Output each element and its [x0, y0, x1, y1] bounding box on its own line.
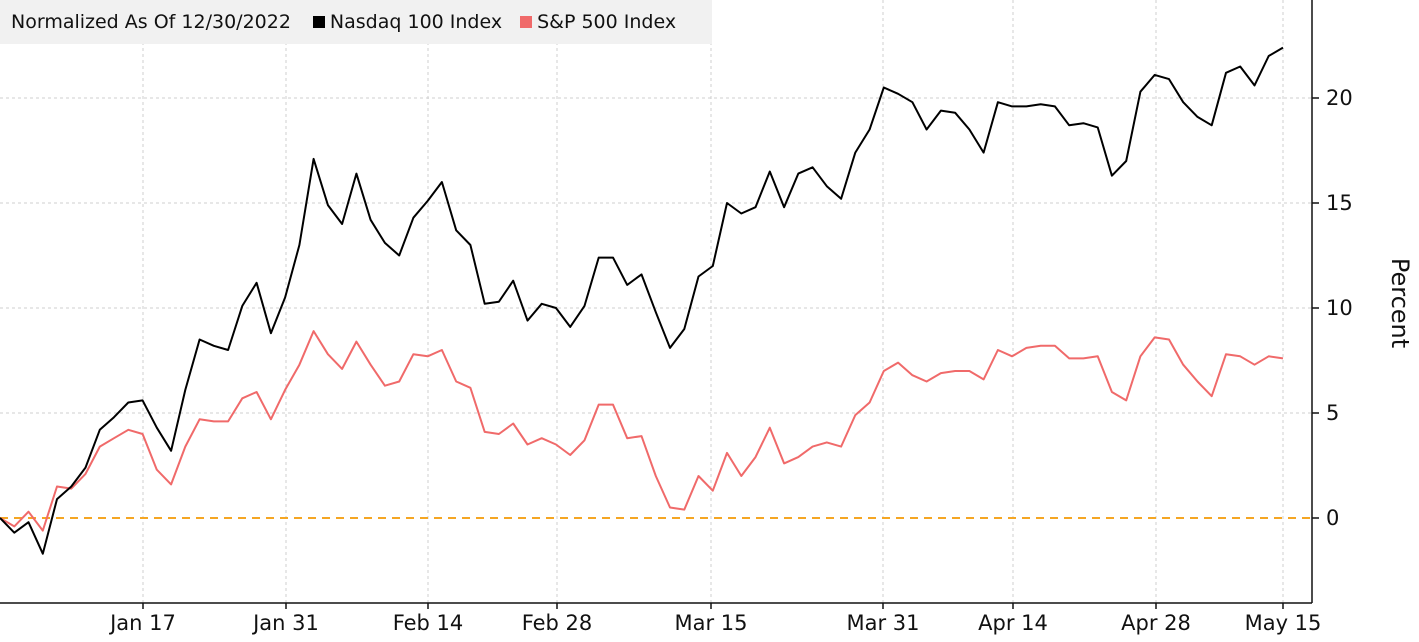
x-tick-label: Feb 14 — [393, 611, 464, 635]
legend-item-nasdaq: Nasdaq 100 Index — [312, 11, 503, 33]
x-tick-label: Mar 31 — [846, 611, 919, 635]
x-tick-label: Mar 15 — [674, 611, 747, 635]
x-tick-label: Jan 17 — [108, 611, 176, 635]
x-tick-label: Apr 28 — [1121, 611, 1191, 635]
y-tick-labels: 0 5 10 15 20 — [1326, 86, 1353, 530]
x-tick-labels: Jan 17 Jan 31 Feb 14 Feb 28 Mar 15 Mar 31 Apr … — [108, 611, 1321, 635]
legend-label-nasdaq: Nasdaq 100 Index — [329, 11, 503, 33]
series-line-sp-500 — [0, 330, 1284, 532]
y-tick-label: 15 — [1326, 191, 1353, 215]
y-tick-label: 10 — [1326, 296, 1353, 320]
grid-lines — [0, 0, 1312, 603]
x-tick-label: Apr 14 — [978, 611, 1048, 635]
series-line-nasdaq-100 — [0, 46, 1284, 555]
y-tick-label: 5 — [1326, 401, 1339, 425]
y-tick-label: 20 — [1326, 86, 1353, 110]
x-tick-label: May 15 — [1245, 611, 1322, 635]
chart-title: Normalized As Of 12/30/2022 — [11, 11, 291, 33]
x-tick-label: Feb 28 — [522, 611, 593, 635]
series-layer — [0, 46, 1284, 555]
legend-swatch-sp500 — [520, 16, 533, 28]
x-tick-label: Jan 31 — [251, 611, 319, 635]
legend-item-sp500: S&P 500 Index — [520, 11, 676, 33]
axes — [0, 0, 1319, 609]
y-axis-label: Percent — [1386, 257, 1414, 349]
legend-label-sp500: S&P 500 Index — [537, 11, 677, 33]
legend: Normalized As Of 12/30/2022 Nasdaq 100 I… — [0, 0, 712, 44]
y-tick-label: 0 — [1326, 506, 1339, 530]
legend-swatch-nasdaq — [312, 16, 325, 28]
